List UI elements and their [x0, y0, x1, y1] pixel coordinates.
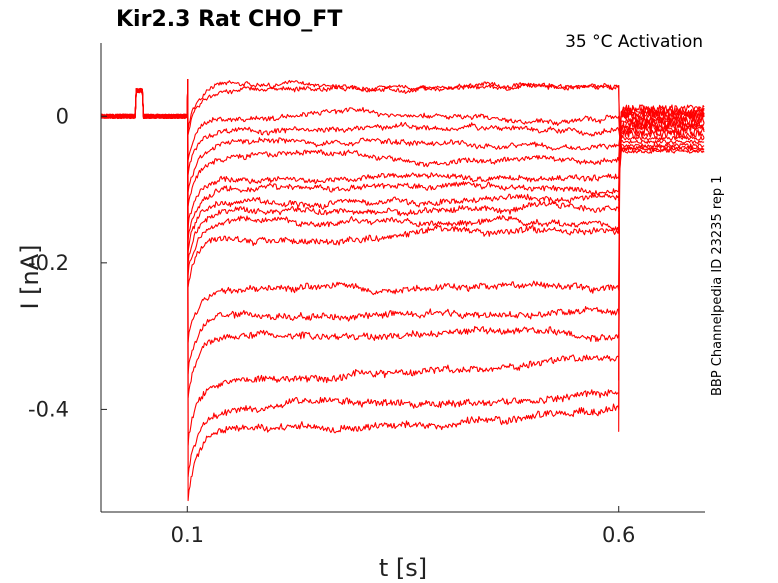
current-trace — [100, 79, 705, 132]
side-label: BBP Channelpedia ID 23235 rep 1 — [710, 175, 725, 396]
x-tick-label: 0.6 — [602, 523, 635, 547]
chart-title: Kir2.3 Rat CHO_FT — [116, 7, 342, 32]
current-trace — [100, 79, 705, 136]
current-trace — [100, 79, 705, 252]
y-ticks: 0 -0.2 -0.4 — [28, 104, 107, 421]
x-tick-label: 0.1 — [171, 523, 204, 547]
x-axis-label: t [s] — [379, 554, 427, 582]
current-trace — [100, 79, 705, 161]
y-tick-label: -0.2 — [28, 251, 69, 275]
current-trace — [100, 79, 705, 343]
current-trace — [100, 79, 705, 207]
current-trace — [100, 79, 705, 193]
current-trace — [100, 79, 705, 288]
current-trace — [100, 79, 705, 240]
current-trace — [100, 79, 705, 446]
x-ticks: 0.1 0.6 — [171, 506, 635, 547]
current-trace — [100, 79, 705, 399]
y-tick-label: -0.4 — [28, 397, 69, 421]
current-trace — [100, 79, 705, 276]
current-trace — [100, 79, 705, 375]
current-trace — [100, 79, 705, 176]
y-tick-label: 0 — [56, 104, 69, 128]
current-trace — [100, 79, 705, 264]
y-axis-label: I [nA] — [16, 244, 44, 309]
traces — [100, 79, 705, 502]
current-trace — [100, 79, 705, 229]
current-trace — [100, 79, 705, 502]
chart-subtitle: 35 °C Activation — [565, 32, 703, 52]
current-trace — [100, 79, 705, 478]
